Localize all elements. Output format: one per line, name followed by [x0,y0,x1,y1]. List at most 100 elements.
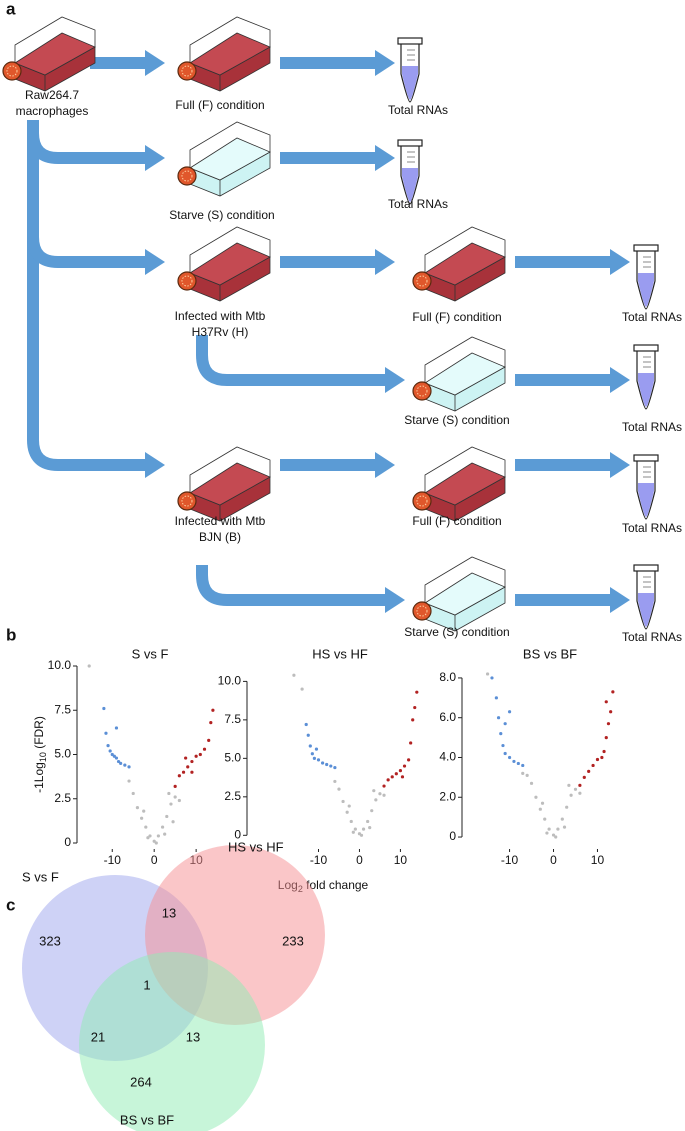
point [503,751,507,756]
flask-cap [177,271,197,291]
point [114,726,119,730]
point [353,827,357,831]
point [382,793,386,797]
point [409,741,413,745]
point [312,756,316,760]
flask [177,16,271,92]
flask [412,556,506,632]
arrow-head [145,145,165,171]
venn-count: 233 [282,933,304,948]
tube [397,37,423,103]
x-tick-label: 10 [394,853,408,867]
flask-cap [177,166,197,186]
arrow-shaft [280,459,376,471]
tube-liquid [638,483,654,517]
flask-cap [2,61,22,81]
point [171,820,175,824]
point [116,759,121,764]
point [351,830,355,834]
point [108,749,112,753]
tube [633,344,659,410]
arrow-shaft [515,256,611,268]
point [400,775,405,779]
point [165,814,169,819]
flask-outline [424,446,506,493]
node-label: Infected with Mtb [175,514,266,528]
point [173,795,177,799]
node-label: H37Rv (H) [192,325,249,339]
point [529,781,534,785]
y-label: -1Log10 (FDR) [32,716,48,793]
point [604,700,608,704]
arrow-shaft [196,565,386,606]
point [202,747,207,751]
point [110,752,114,757]
point [582,775,586,779]
panel-label: b [6,625,16,644]
node-label: Total RNAs [388,197,448,211]
point [567,783,571,787]
point [148,834,152,838]
point [545,831,549,835]
flask [412,226,506,302]
plot-title: S vs F [132,646,169,661]
point [516,761,520,766]
node-label: Full (F) condition [175,98,264,112]
point [382,784,386,788]
point [310,752,314,756]
tube-cap [633,454,659,462]
x-tick-label: 10 [591,853,605,867]
point [154,841,158,845]
node-label: Total RNAs [622,420,682,434]
arrow-head [145,452,165,478]
y-tick-label: 10.0 [48,658,72,672]
point [211,708,215,712]
point [398,769,403,773]
flask-cap [412,601,432,621]
tube [633,564,659,630]
node-label: Starve (S) condition [404,413,509,427]
y-tick-label: 2.5 [224,789,241,803]
point [300,687,304,691]
flask-outline [189,226,271,273]
point [595,757,600,762]
label-part: (FDR) [32,716,46,752]
node-label: Raw264.7 [25,88,79,102]
tube-body [636,251,656,310]
arrow-shaft [196,335,386,386]
flask-cap-inner [181,170,193,182]
point [534,795,538,799]
node-label: macrophages [16,104,89,118]
point [304,722,308,727]
tube-body [400,44,420,103]
flask [2,16,96,92]
point [144,825,148,829]
venn-count: 13 [186,1029,200,1044]
label-part: -1Log [32,762,46,793]
tube-cap [633,244,659,252]
point [554,835,558,839]
node-label: Total RNAs [622,310,682,324]
point [102,706,106,711]
point [190,759,194,764]
x-tick-label: -10 [310,853,328,867]
venn-count: 264 [130,1074,152,1089]
flask-cap-inner [416,385,428,397]
point [562,825,567,829]
flask-outline [424,226,506,273]
point [538,807,542,811]
flask-outline [189,121,271,168]
flask-cap [412,271,432,291]
arrow-shaft [27,300,146,471]
tube-liquid [638,273,654,307]
point [181,770,186,774]
flask-cap [177,491,197,511]
x-tick-label: 0 [151,853,158,867]
tube-liquid [402,66,418,100]
y-tick-label: 5.0 [224,751,241,765]
point [578,783,582,787]
point [320,761,325,765]
flask-cap-inner [416,605,428,617]
venn-count: 21 [91,1029,105,1044]
